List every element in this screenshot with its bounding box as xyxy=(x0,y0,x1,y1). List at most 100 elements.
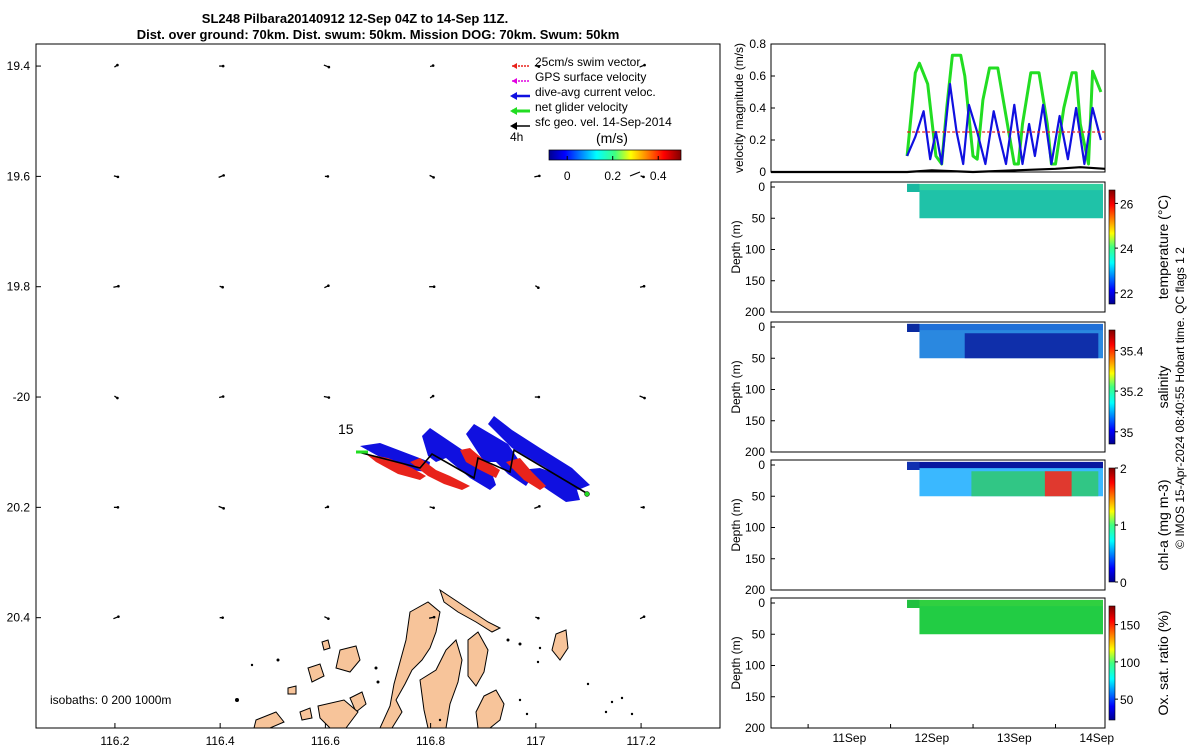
sfc-velocity-arrowhead xyxy=(642,506,645,509)
section-data-patch xyxy=(964,333,1099,359)
section-ytick-label: 200 xyxy=(745,721,765,735)
sfc-velocity-arrowhead xyxy=(432,285,436,289)
swim-vector-swath xyxy=(366,448,546,490)
section-panel-salinity: 0 50 100 150 200 Depth (m) 35 35.2 35.4 salinity xyxy=(729,320,1171,459)
map-ytick-label: 20.2 xyxy=(7,500,31,514)
section-ytick-label: 150 xyxy=(745,414,765,428)
sfc-velocity-arrowhead xyxy=(327,284,330,288)
sfc-velocity-arrowhead xyxy=(537,286,540,290)
section-ytick-label: 0 xyxy=(758,596,765,610)
sfc-velocity-arrowhead xyxy=(431,64,435,67)
section-ytick-label: 100 xyxy=(745,243,765,257)
section-colorbar-label: chl-a (mg m-3) xyxy=(1155,479,1171,570)
section-xtick-label: 13Sep xyxy=(997,731,1032,745)
map-xtick-label: 116.6 xyxy=(311,734,340,748)
section-ylabel: Depth (m) xyxy=(729,360,743,413)
section-data-patch xyxy=(1044,471,1072,497)
sfc-velocity-arrowhead xyxy=(327,617,330,620)
section-ytick-label: 100 xyxy=(745,383,765,397)
sfc-velocity-arrowhead xyxy=(537,616,540,620)
section-colorbar-tick-label: 1 xyxy=(1120,519,1127,533)
land-islands xyxy=(253,588,569,728)
footer-credit: © IMOS 15-Apr-2024 08:40:55 Hobart time.… xyxy=(1173,247,1187,549)
glider-start-point xyxy=(584,491,590,497)
section-colorbar-tick-label: 100 xyxy=(1120,656,1140,670)
section-ytick-label: 200 xyxy=(745,445,765,459)
title-line-1: SL248 Pilbara20140912 12-Sep 04Z to 14-S… xyxy=(202,11,508,26)
section-colorbar xyxy=(1108,605,1116,721)
dive-avg-current-swath xyxy=(360,416,590,502)
section-data-start xyxy=(907,183,920,192)
velocity-frame xyxy=(770,43,1106,173)
map-colorbar xyxy=(548,149,682,161)
velocity-ytick-label: 0.8 xyxy=(749,37,766,51)
section-ytick-label: 50 xyxy=(752,351,766,365)
section-colorbar-tick-label: 22 xyxy=(1120,287,1134,301)
section-colorbar-tick-label: 26 xyxy=(1120,197,1134,211)
section-ytick-label: 150 xyxy=(745,690,765,704)
section-colorbar-tick-label: 35.2 xyxy=(1120,385,1144,399)
sfc-velocity-arrowhead xyxy=(537,395,541,399)
title-line-2: Dist. over ground: 70km. Dist. swum: 50k… xyxy=(137,27,620,42)
map-content: 15 isobaths: 0 200 1000m xyxy=(50,63,646,728)
section-ytick-label: 200 xyxy=(745,305,765,319)
section-panel-chla: 0 50 100 150 200 Depth (m) 0 1 2 chl-a (mg m-3) xyxy=(729,458,1171,597)
sfc-velocity-arrowhead xyxy=(538,174,541,178)
legend-swim: 25cm/s swim vector xyxy=(535,55,640,69)
sfc-velocity-arrowhead xyxy=(116,506,120,509)
sfc-velocity-arrowhead xyxy=(327,65,331,69)
sfc-velocity-arrowhead xyxy=(537,65,541,68)
legend-4h: 4h xyxy=(510,130,523,144)
section-data-start xyxy=(907,461,920,470)
section-ytick-label: 150 xyxy=(745,274,765,288)
legend-net: net glider velocity xyxy=(535,100,628,114)
sfc-velocity-arrowhead xyxy=(117,615,120,618)
reef-specks xyxy=(235,638,634,722)
sfc-velocity-arrowhead xyxy=(327,396,331,399)
velocity-series xyxy=(771,53,1106,174)
sfc-velocity-arrowhead xyxy=(222,507,225,510)
section-surface-band xyxy=(907,461,1103,470)
sfc-velocity-arrowhead xyxy=(221,285,224,289)
section-colorbar xyxy=(1108,467,1116,583)
section-colorbar-tick-label: 35.4 xyxy=(1120,344,1144,358)
section-data-start xyxy=(907,599,920,608)
sfc-velocity-arrowhead xyxy=(326,175,330,178)
legend-dive: dive-avg current veloc. xyxy=(535,85,656,99)
map-colorbar-tick-label: 0 xyxy=(564,169,571,183)
sfc-velocity-arrowhead xyxy=(117,284,120,288)
map-ytick-label: -20 xyxy=(13,390,31,404)
section-xtick-label: 14Sep xyxy=(1079,731,1114,745)
sfc-velocity-arrowhead xyxy=(116,63,119,67)
map-frame xyxy=(35,43,721,729)
section-colorbar-tick-label: 35 xyxy=(1120,426,1134,440)
section-colorbar-label: Ox. sat. ratio (%) xyxy=(1155,610,1171,715)
section-colorbar-label: temperature (°C) xyxy=(1155,195,1171,299)
section-ylabel: Depth (m) xyxy=(729,636,743,689)
velocity-ylabel: velocity magnitude (m/s) xyxy=(732,43,746,173)
section-colorbar xyxy=(1108,329,1116,445)
section-ytick-label: 0 xyxy=(758,458,765,472)
velocity-ytick-label: 0.4 xyxy=(749,101,766,115)
section-colorbar-tick-label: 24 xyxy=(1120,242,1134,256)
sfc-velocity-arrowhead xyxy=(116,396,119,400)
map-ytick-label: 19.8 xyxy=(7,280,31,294)
section-colorbar-label: salinity xyxy=(1155,366,1171,409)
legend-gps: GPS surface velocity xyxy=(535,70,646,84)
sfc-velocity-arrowhead xyxy=(642,175,645,179)
section-data-body xyxy=(919,190,1103,219)
velocity-ytick-label: 0 xyxy=(759,165,766,179)
map-xtick-label: 116.2 xyxy=(100,734,129,748)
sfc-velocity-arrowhead xyxy=(221,616,224,619)
section-ytick-label: 50 xyxy=(752,211,766,225)
section-colorbar-tick-label: 150 xyxy=(1120,619,1140,633)
section-data-patch xyxy=(971,471,1099,497)
section-ylabel: Depth (m) xyxy=(729,220,743,273)
sfc-velocity-arrowhead xyxy=(221,64,225,68)
section-ytick-label: 0 xyxy=(758,180,765,194)
sfc-velocity-arrowhead xyxy=(432,615,436,619)
sfc-velocity-arrowhead xyxy=(431,394,435,398)
section-ytick-label: 50 xyxy=(752,489,766,503)
sfc-velocity-arrowhead xyxy=(432,176,435,179)
